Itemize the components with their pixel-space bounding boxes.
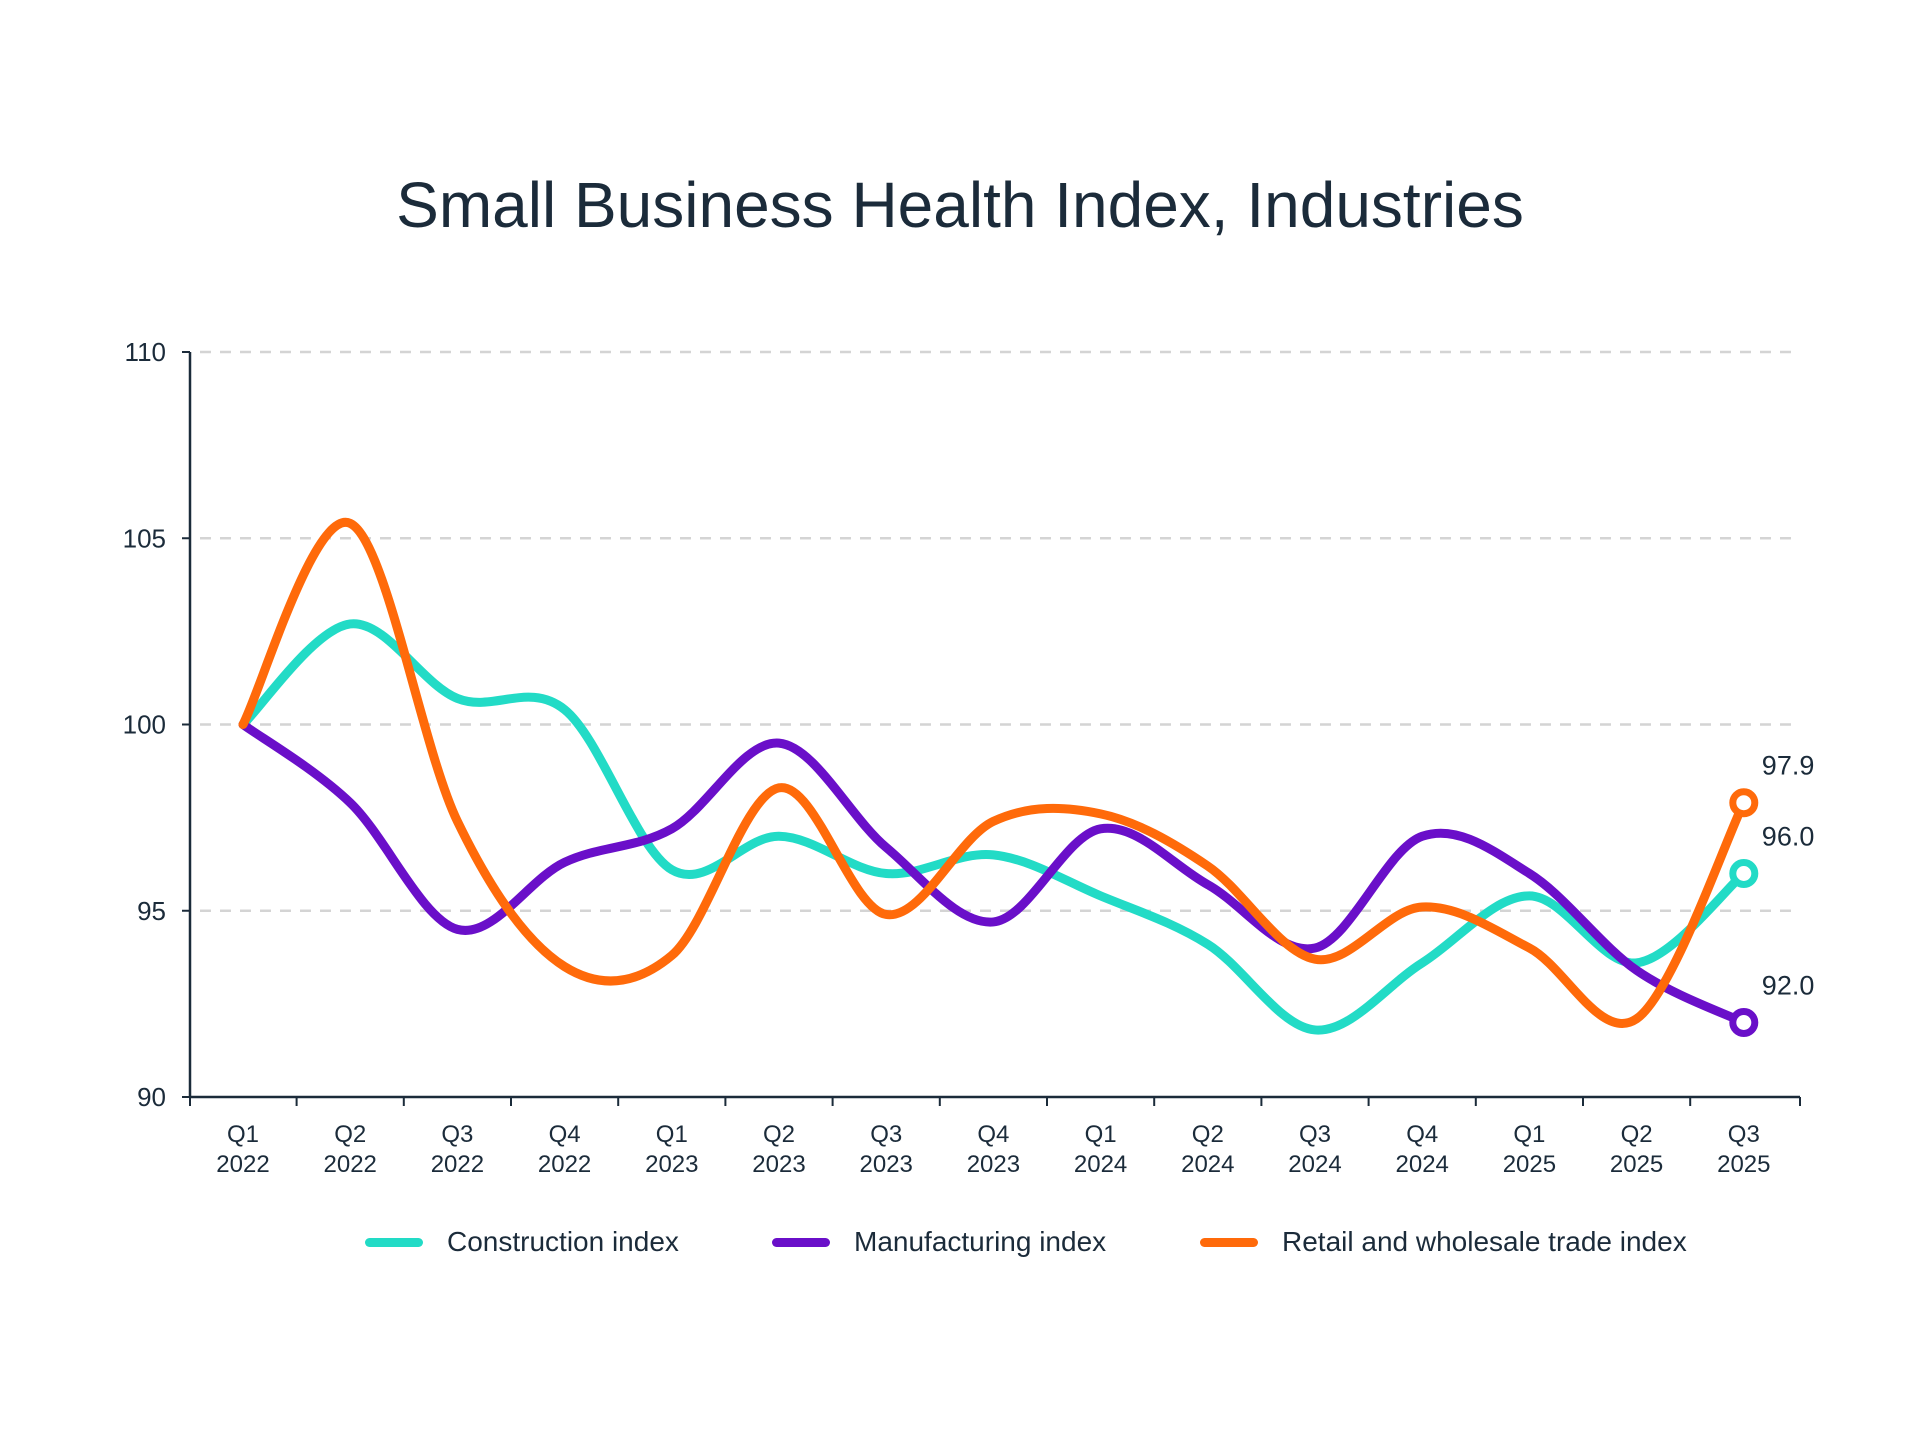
legend: Construction index Manufacturing index R… <box>0 1226 1920 1276</box>
end-point-marker-3 <box>1729 788 1759 818</box>
legend-label-manufacturing: Manufacturing index <box>854 1226 1107 1257</box>
x-tick-label: Q1 2025 <box>1503 1121 1556 1178</box>
axes <box>182 351 1801 1106</box>
x-tick-label: Q3 2024 <box>1288 1121 1341 1178</box>
legend-swatch-construction <box>365 1237 423 1247</box>
legend-swatch-manufacturing <box>772 1237 830 1247</box>
end-value-label-1: 96.0 <box>1762 822 1815 852</box>
x-tick-label: Q3 2025 <box>1717 1121 1770 1178</box>
gridlines <box>200 350 1800 912</box>
x-tick-label: Q1 2022 <box>216 1121 269 1178</box>
legend-label-construction: Construction index <box>447 1226 679 1257</box>
end-point-marker-2 <box>1729 1008 1759 1037</box>
y-tick-label: 110 <box>125 337 166 367</box>
y-tick-label: 100 <box>123 710 166 740</box>
chart-title: Small Business Health Index, Industries <box>396 169 1524 241</box>
legend-label-retail: Retail and wholesale trade index <box>1282 1226 1687 1257</box>
x-tick-label: Q3 2022 <box>431 1121 484 1178</box>
x-tick-label: Q4 2023 <box>967 1121 1020 1178</box>
end-point-marker-1 <box>1729 859 1759 888</box>
y-tick-label: 95 <box>137 896 166 926</box>
x-tick-label: Q4 2024 <box>1396 1121 1449 1178</box>
y-tick-label: 90 <box>137 1082 166 1112</box>
x-tick-label: Q2 2024 <box>1181 1121 1234 1178</box>
end-value-label-2: 92.0 <box>1762 971 1815 1001</box>
x-tick-label: Q1 2023 <box>645 1121 698 1178</box>
end-value-label-3: 97.9 <box>1762 751 1815 781</box>
series-line-3 <box>238 518 1749 1028</box>
x-tick-label: Q3 2023 <box>860 1121 913 1178</box>
x-tick-label: Q2 2025 <box>1610 1121 1663 1178</box>
series-lines <box>238 518 1759 1037</box>
legend-item-construction: Construction index <box>365 1226 679 1258</box>
x-tick-label: Q2 2023 <box>752 1121 805 1178</box>
x-tick-label: Q2 2022 <box>324 1121 377 1178</box>
series-line-1 <box>238 619 1749 1035</box>
legend-item-retail: Retail and wholesale trade index <box>1200 1226 1687 1258</box>
legend-swatch-retail <box>1200 1237 1258 1247</box>
series-line-2 <box>238 720 1749 1027</box>
legend-item-manufacturing: Manufacturing index <box>772 1226 1106 1258</box>
y-tick-label: 105 <box>123 523 166 553</box>
x-tick-label: Q1 2024 <box>1074 1121 1127 1178</box>
tick-labels: 90 95 100 105 110 Q1 2022 Q2 2022 Q3 2022 Q4 2022 Q1 2… <box>123 337 1815 1178</box>
x-tick-label: Q4 2022 <box>538 1121 591 1178</box>
